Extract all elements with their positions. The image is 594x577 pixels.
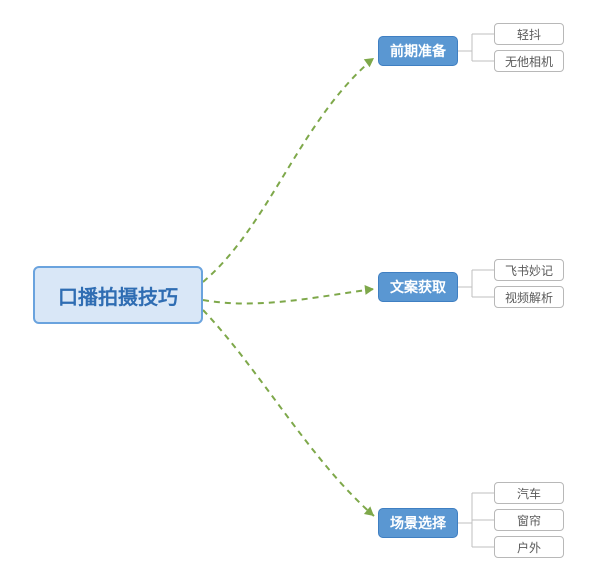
leaf-node-l2a: 飞书妙记 bbox=[494, 259, 564, 281]
leaf-node-l1b: 无他相机 bbox=[494, 50, 564, 72]
edge-root-b1 bbox=[203, 58, 374, 282]
leaf-node-l1a: 轻抖 bbox=[494, 23, 564, 45]
leaf-label-l1b: 无他相机 bbox=[505, 53, 553, 70]
branch-label-b1: 前期准备 bbox=[390, 41, 446, 61]
leaf-label-l2a: 飞书妙记 bbox=[505, 262, 553, 279]
leaf-label-l3c: 户外 bbox=[517, 539, 541, 556]
root-node-root: 口播拍摄技巧 bbox=[33, 266, 203, 324]
leaf-label-l3b: 窗帘 bbox=[517, 512, 541, 529]
leaf-node-l3c: 户外 bbox=[494, 536, 564, 558]
leaf-label-l1a: 轻抖 bbox=[517, 26, 541, 43]
branch-label-b2: 文案获取 bbox=[390, 277, 446, 297]
edge-root-b3 bbox=[203, 310, 374, 516]
leaf-label-l2b: 视频解析 bbox=[505, 289, 553, 306]
branch-node-b1: 前期准备 bbox=[378, 36, 458, 66]
branch-node-b2: 文案获取 bbox=[378, 272, 458, 302]
leaf-node-l2b: 视频解析 bbox=[494, 286, 564, 308]
branch-node-b3: 场景选择 bbox=[378, 508, 458, 538]
root-label-root: 口播拍摄技巧 bbox=[58, 281, 178, 310]
leaf-node-l3a: 汽车 bbox=[494, 482, 564, 504]
branch-label-b3: 场景选择 bbox=[390, 513, 446, 533]
edge-root-b2 bbox=[203, 289, 374, 303]
leaf-node-l3b: 窗帘 bbox=[494, 509, 564, 531]
leaf-label-l3a: 汽车 bbox=[517, 485, 541, 502]
arrowhead-b2 bbox=[365, 284, 375, 295]
arrowhead-b3 bbox=[364, 506, 377, 519]
arrowhead-b1 bbox=[364, 54, 377, 67]
